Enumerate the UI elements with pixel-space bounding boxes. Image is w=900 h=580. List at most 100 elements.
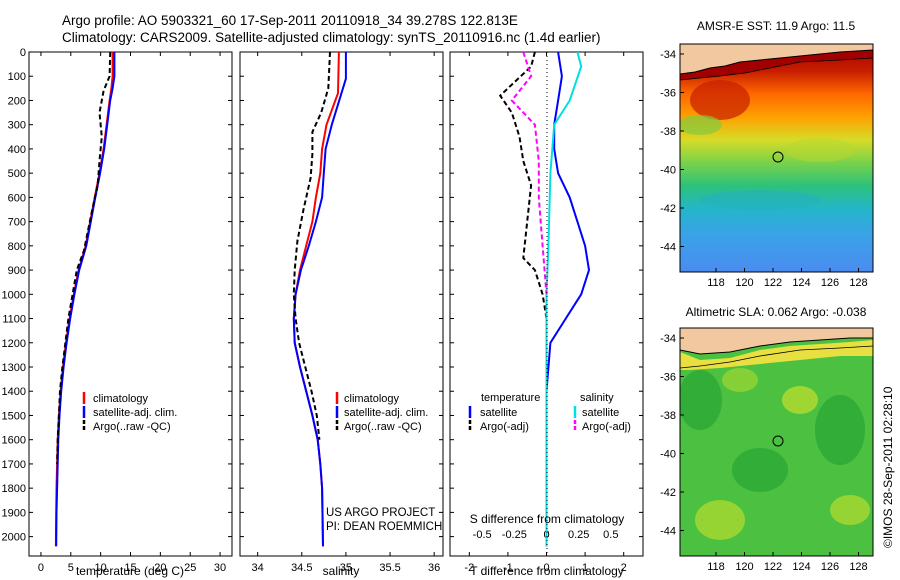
- x-tick-label: 34: [252, 562, 264, 574]
- y-tick-label: 100: [8, 71, 26, 83]
- legend-sal-title: salinity: [580, 392, 614, 404]
- pi-note: PI: DEAN ROEMMICH: [326, 521, 442, 533]
- y-tick-label: 1900: [2, 507, 26, 519]
- x-tick-label: 10: [95, 562, 107, 574]
- y-tick-label: 1200: [2, 338, 26, 350]
- map-lon-label: 120: [735, 277, 753, 289]
- map-lat-label: -44: [660, 242, 676, 254]
- float-marker-sla: [772, 435, 784, 447]
- legend-argo: Argo(..raw -QC): [93, 421, 171, 433]
- y-tick-label: 700: [8, 217, 26, 229]
- land-mass: [680, 328, 873, 354]
- x-tick-label: 30: [214, 562, 226, 574]
- temperature-xlabel: temperature (deg C): [76, 564, 184, 578]
- x-tick-label: 15: [124, 562, 136, 574]
- temperature-panel-frame: [28, 51, 233, 557]
- map-lon-label: 126: [821, 277, 839, 289]
- map-lon-label: 124: [792, 561, 810, 573]
- map-lat-label: -34: [660, 49, 676, 61]
- y-tick-label: 600: [8, 192, 26, 204]
- y-tick-label: 1700: [2, 459, 26, 471]
- x-tick-label: 1: [582, 562, 588, 574]
- map-lat-label: -36: [660, 88, 676, 100]
- legend-argo: Argo(..raw -QC): [344, 421, 422, 433]
- chart-title-line1: Argo profile: AO 5903321_60 17-Sep-2011 …: [62, 13, 518, 28]
- series-line: [54, 52, 114, 547]
- x-tick-label: 35.5: [379, 562, 400, 574]
- x-tick-label-top: 0.5: [603, 529, 618, 541]
- project-note: US ARGO PROJECT: [326, 507, 435, 519]
- land-mass: [680, 44, 873, 74]
- sst-map-frame: [679, 43, 874, 273]
- y-tick-label: 1000: [2, 289, 26, 301]
- map-lon-label: 128: [849, 277, 867, 289]
- y-tick-label: 900: [8, 265, 26, 277]
- legend-sal-satellite: satellite: [582, 407, 619, 419]
- y-tick-label: 2000: [2, 532, 26, 544]
- x-tick-label: 34.5: [291, 562, 312, 574]
- x-tick-label: 35: [340, 562, 352, 574]
- map-lat-label: -34: [660, 333, 676, 345]
- x-tick-label-top: 0.25: [568, 529, 589, 541]
- map-lon-label: 124: [792, 277, 810, 289]
- map-lat-label: -44: [660, 526, 676, 538]
- legend-temp-argo: Argo(-adj): [480, 421, 529, 433]
- sla-map: [680, 328, 873, 556]
- sst-map-title: AMSR-E SST: 11.9 Argo: 11.5: [697, 19, 856, 33]
- x-tick-label: 25: [184, 562, 196, 574]
- y-tick-label: 0: [20, 47, 26, 59]
- chart-title-line2: Climatology: CARS2009. Satellite-adjuste…: [62, 30, 601, 45]
- map-lon-label: 128: [849, 561, 867, 573]
- x-tick-label-top: -0.5: [473, 529, 492, 541]
- map-lon-label: 122: [764, 561, 782, 573]
- map-lon-label: 118: [707, 277, 725, 289]
- map-lat-label: -38: [660, 126, 676, 138]
- sst-map: [680, 44, 873, 272]
- x-tick-label: -2: [464, 562, 474, 574]
- difference-legend: temperature satellite Argo(-adj) salinit…: [468, 392, 631, 433]
- x-tick-label: -1: [503, 562, 513, 574]
- map-lon-label: 118: [707, 561, 725, 573]
- map-lon-label: 122: [764, 277, 782, 289]
- x-tick-label-top: -0.25: [502, 529, 527, 541]
- series-line: [292, 52, 347, 547]
- legend-climatology: climatology: [344, 393, 400, 405]
- map-lon-label: 126: [821, 561, 839, 573]
- imos-credit: ©IMOS 28-Sep-2011 02:28:10: [881, 386, 895, 548]
- map-lat-label: -42: [660, 487, 676, 499]
- map-lat-label: -36: [660, 372, 676, 384]
- y-tick-label: 1300: [2, 362, 26, 374]
- y-tick-label: 300: [8, 120, 26, 132]
- series-line: [498, 51, 548, 319]
- x-tick-label: 0: [38, 562, 44, 574]
- series-line: [510, 51, 548, 295]
- y-tick-label: 1800: [2, 483, 26, 495]
- y-tick-label: 500: [8, 168, 26, 180]
- salinity-legend: climatology satellite-adj. clim. Argo(..…: [335, 392, 428, 433]
- series-line: [56, 51, 112, 464]
- legend-satellite-adj: satellite-adj. clim.: [93, 407, 177, 419]
- series-line: [545, 51, 591, 547]
- map-lon-label: 120: [735, 561, 753, 573]
- x-tick-label: 5: [68, 562, 74, 574]
- float-marker-sst: [772, 151, 784, 163]
- temperature-legend: climatology satellite-adj. clim. Argo(..…: [82, 392, 177, 433]
- map-lat-label: -42: [660, 203, 676, 215]
- x-tick-label: 20: [154, 562, 166, 574]
- legend-climatology: climatology: [93, 393, 149, 405]
- x-tick-label: 0: [543, 562, 549, 574]
- y-tick-label: 1500: [2, 410, 26, 422]
- x-tick-label: 36: [428, 562, 440, 574]
- map-lat-label: -40: [660, 449, 676, 461]
- y-tick-label: 1600: [2, 435, 26, 447]
- sla-map-frame: [679, 327, 874, 557]
- y-tick-label: 400: [8, 144, 26, 156]
- y-tick-label: 1100: [2, 314, 26, 326]
- sla-map-title: Altimetric SLA: 0.062 Argo: -0.038: [686, 305, 867, 319]
- series-line: [545, 51, 583, 547]
- y-tick-label: 1400: [2, 386, 26, 398]
- y-tick-label: 200: [8, 95, 26, 107]
- legend-satellite-adj: satellite-adj. clim.: [344, 407, 428, 419]
- map-lat-label: -40: [660, 165, 676, 177]
